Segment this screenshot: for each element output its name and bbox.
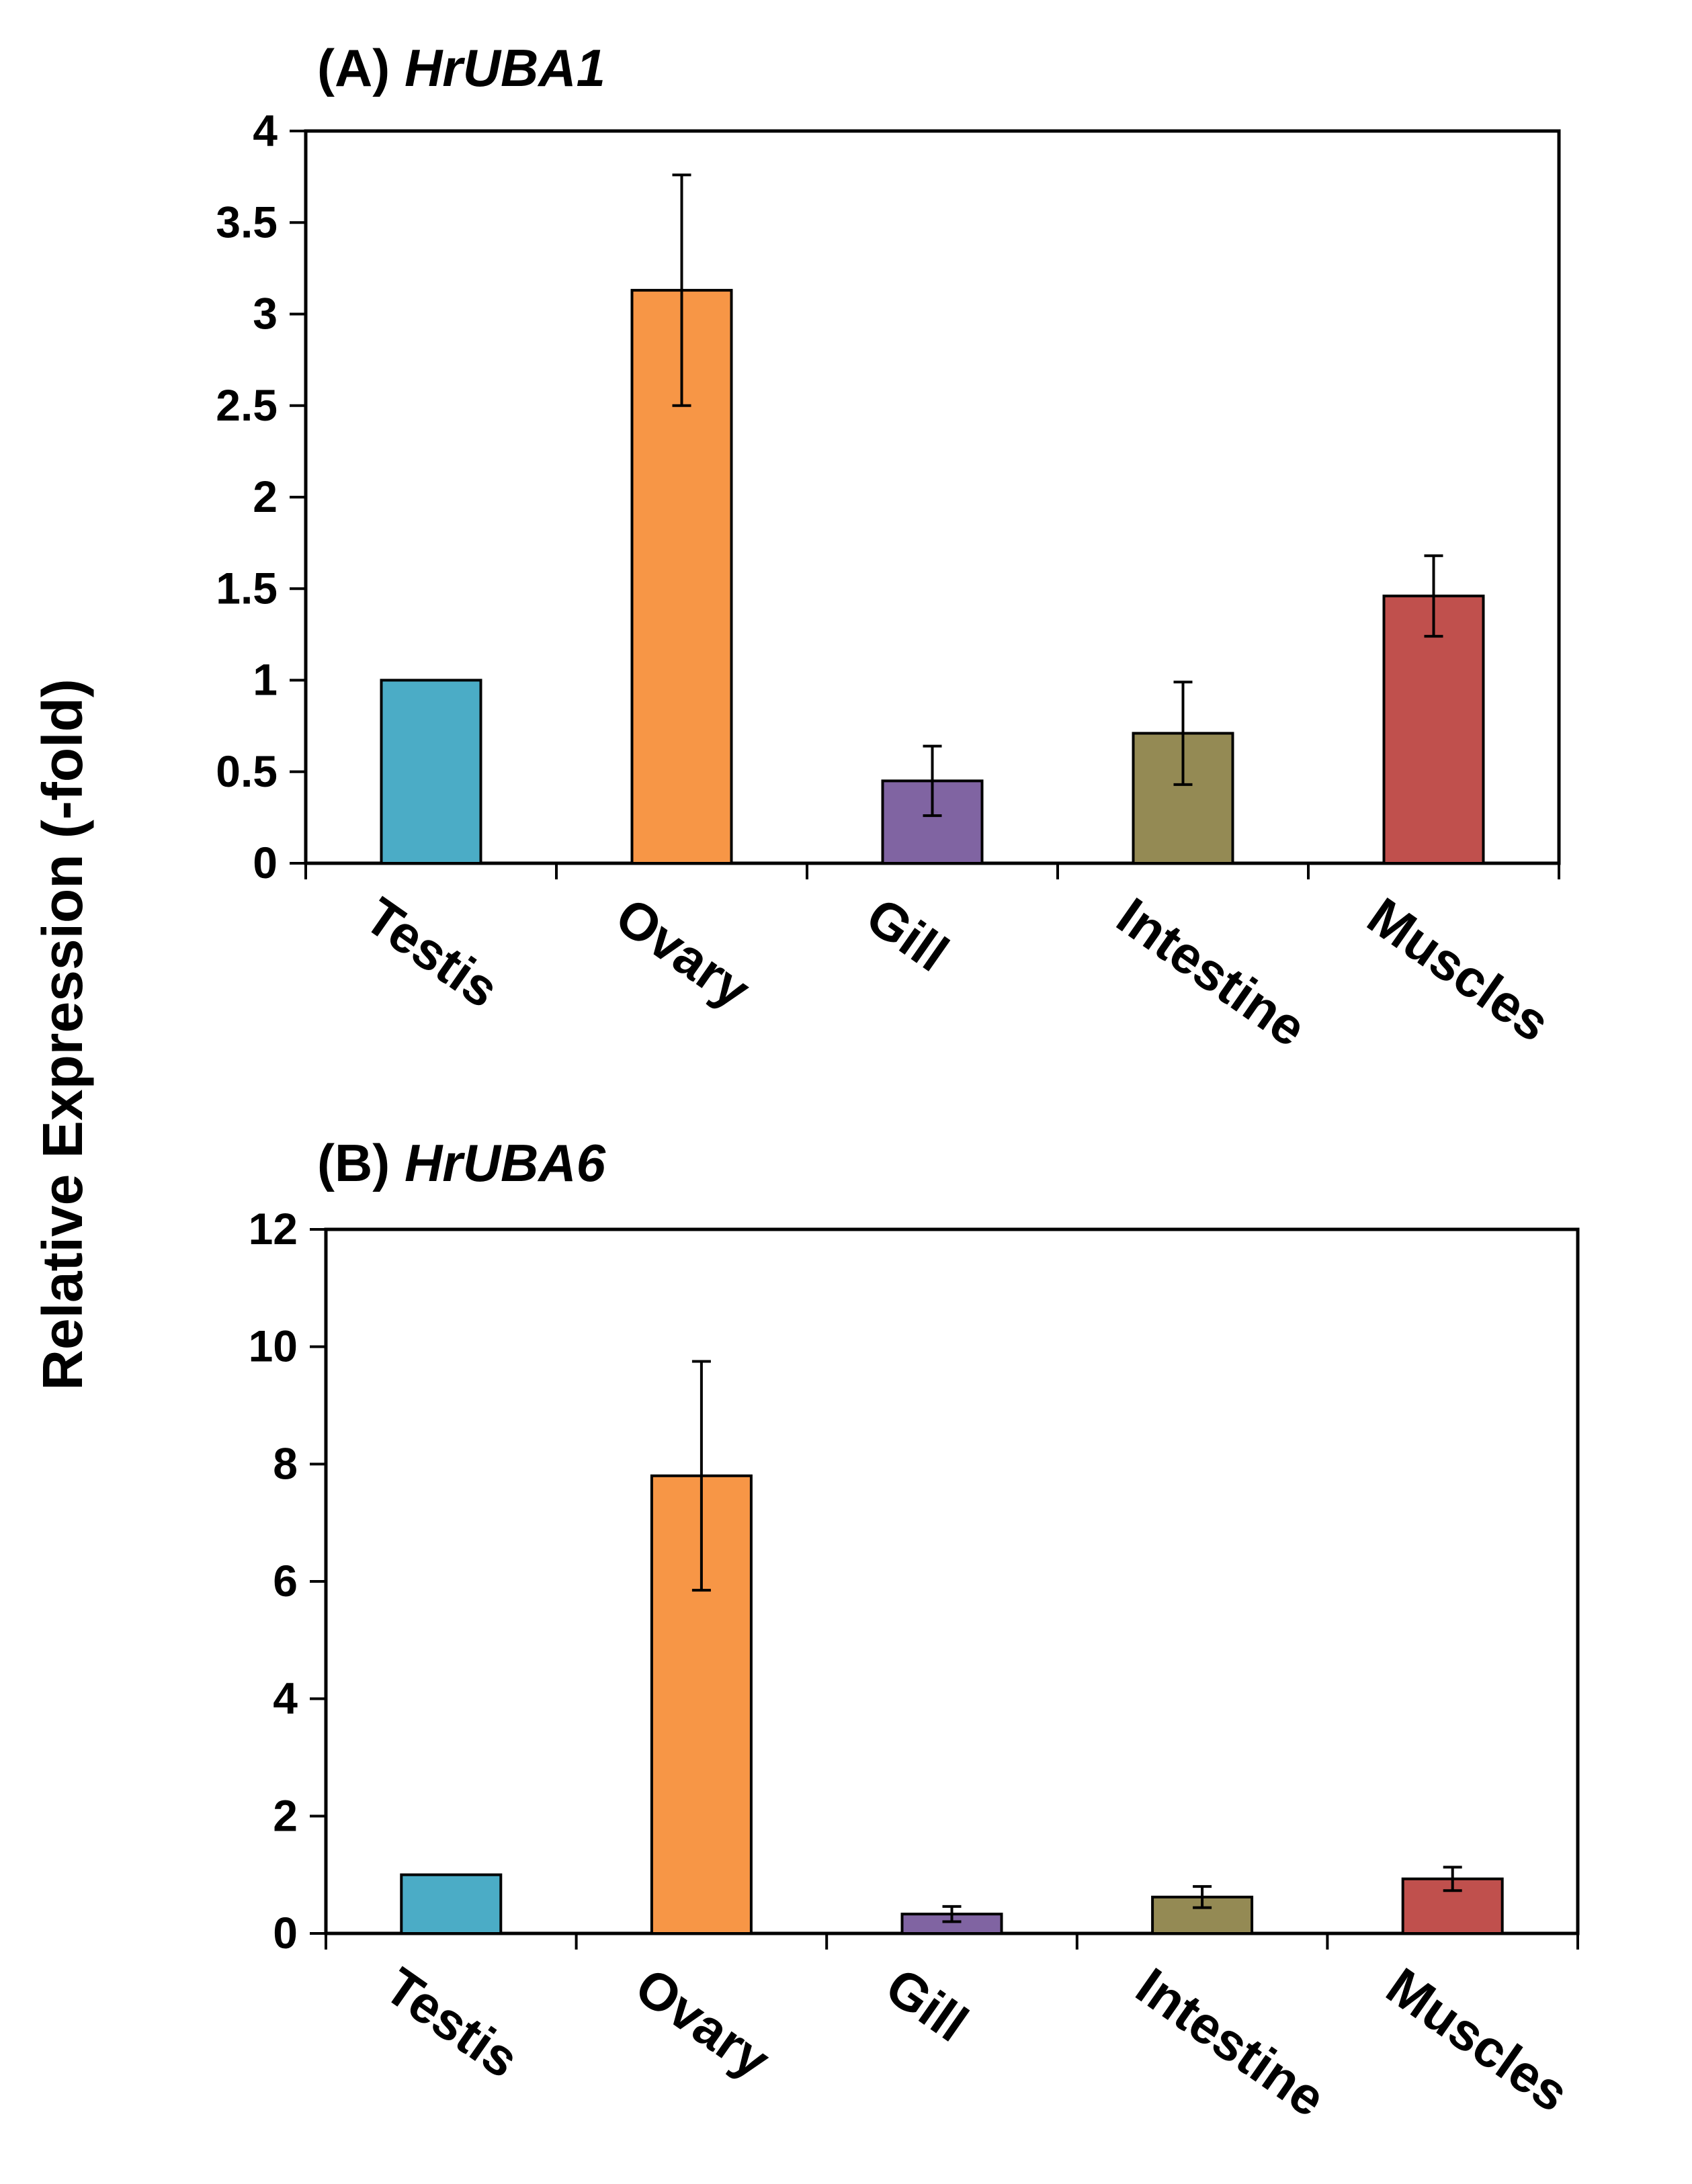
panel-a-y-tick-label: 2 bbox=[253, 472, 278, 521]
panel-b-bar-testis bbox=[400, 1873, 503, 1935]
panel-a-bar-testis bbox=[380, 679, 482, 865]
panel-b-y-tick-label: 12 bbox=[249, 1204, 298, 1254]
panel-a-y-axis: 0 0.5 1 1.5 2 2.5 3 3.5 4 bbox=[216, 105, 306, 887]
panel-a-chart: (A) HrUBA1 0 0.5 1 1.5 2 2.5 3 3.5 4 Testis Ovary… bbox=[216, 38, 1561, 1058]
panel-b-category-label-muscles: Muscles bbox=[1376, 1956, 1580, 2124]
panel-a-bar-muscles bbox=[1382, 595, 1485, 865]
panel-b-category-label-intestine: Intestine bbox=[1126, 1956, 1336, 2128]
panel-b-y-tick-label: 10 bbox=[249, 1321, 298, 1371]
panel-a-x-axis: Testis Ovary Gill Intestine Muscles bbox=[304, 863, 1561, 1058]
panel-a-y-tick-label: 3.5 bbox=[216, 197, 278, 247]
panel-a-category-label-intestine: Intestine bbox=[1107, 886, 1317, 1058]
panel-b-category-label-gill: Gill bbox=[876, 1956, 978, 2053]
panel-b-y-tick-label: 6 bbox=[273, 1556, 298, 1606]
panel-b-x-axis: Testis Ovary Gill Intestine Muscles bbox=[325, 1933, 1580, 2128]
panel-b-y-tick-label: 4 bbox=[273, 1673, 298, 1723]
panel-b-y-axis: 0 2 4 6 8 10 12 bbox=[249, 1204, 326, 1958]
panel-b-y-tick-label: 0 bbox=[273, 1908, 298, 1958]
panel-b-error-bars bbox=[691, 1360, 1462, 1923]
panel-a-label: (A) HrUBA1 bbox=[317, 38, 605, 97]
panel-a-y-tick-label: 3 bbox=[253, 289, 278, 339]
panel-b-title: HrUBA6 bbox=[405, 1133, 606, 1192]
panel-a-letter: (A) bbox=[317, 38, 390, 97]
panel-b-chart: (B) HrUBA6 0 2 4 6 8 10 12 Testis Ovary Gill Inte… bbox=[249, 1133, 1580, 2128]
panel-b-label: (B) HrUBA6 bbox=[317, 1133, 606, 1192]
panel-b-y-tick-label: 2 bbox=[273, 1790, 298, 1840]
panel-a-category-label-gill: Gill bbox=[856, 886, 959, 983]
panel-a-title: HrUBA1 bbox=[405, 38, 605, 97]
panel-b-plot-frame bbox=[324, 1227, 1580, 1935]
panel-b-bars bbox=[400, 1474, 1504, 1935]
panel-a-category-label-muscles: Muscles bbox=[1357, 886, 1561, 1053]
panel-a-y-tick-label: 1.5 bbox=[216, 563, 278, 613]
panel-a-y-tick-label: 0 bbox=[253, 838, 278, 887]
panel-b-y-tick-label: 8 bbox=[273, 1438, 298, 1488]
panel-b-category-label-ovary: Ovary bbox=[625, 1956, 781, 2090]
panel-a-y-tick-label: 4 bbox=[253, 105, 278, 155]
panel-b-letter: (B) bbox=[317, 1133, 390, 1192]
panel-a-y-tick-label: 1 bbox=[253, 655, 278, 705]
panel-a-category-label-testis: Testis bbox=[355, 886, 509, 1019]
panel-a-y-tick-label: 0.5 bbox=[216, 746, 278, 796]
panel-a-y-tick-label: 2.5 bbox=[216, 380, 278, 430]
panel-b-category-label-testis: Testis bbox=[375, 1956, 530, 2089]
panel-a-error-bars bbox=[672, 173, 1443, 818]
y-axis-label: Relative Expression (-fold) bbox=[31, 679, 94, 1391]
panel-a-category-label-ovary: Ovary bbox=[605, 886, 761, 1020]
